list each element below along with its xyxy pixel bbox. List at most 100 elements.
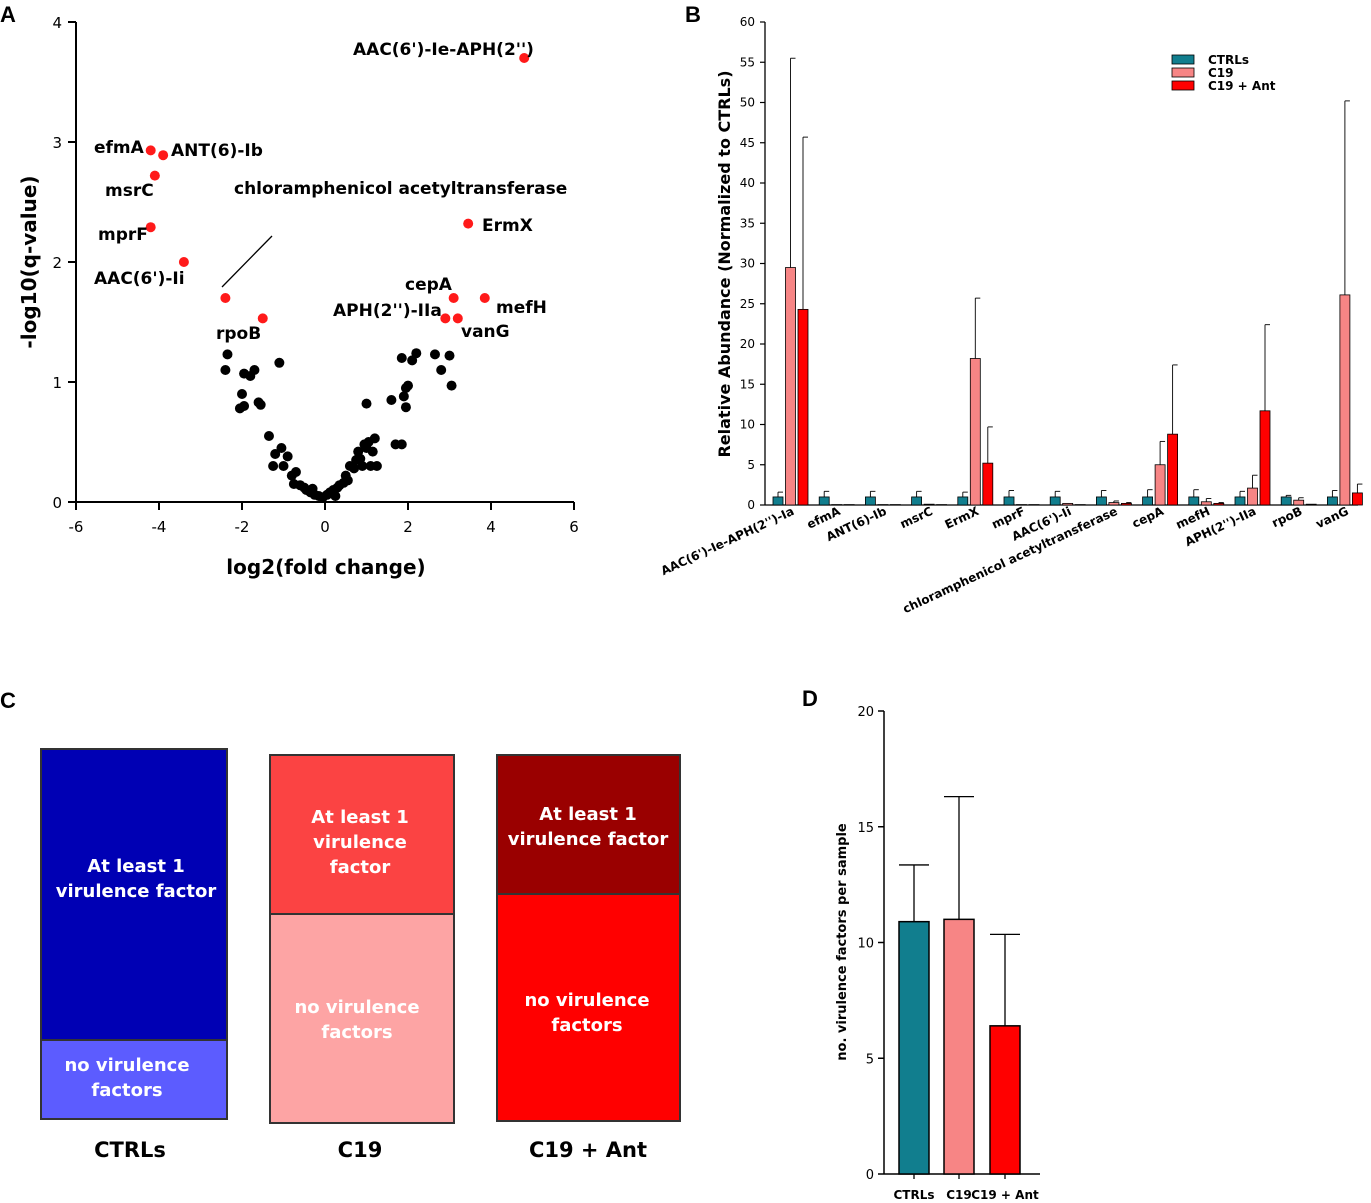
bar	[843, 504, 855, 506]
data-point	[359, 439, 370, 450]
gene-label: chloramphenicol acetyltransferase	[234, 179, 567, 199]
bar	[1049, 496, 1061, 506]
x-tick-label: C19 + Ant	[971, 1188, 1039, 1202]
significant-point	[463, 218, 474, 229]
data-point	[403, 380, 413, 391]
data-point	[342, 475, 353, 486]
abundance-y-label: Relative Abundance (Normalized to CTRLs)	[715, 70, 734, 457]
bar	[898, 920, 930, 1175]
significant-point	[448, 293, 459, 303]
bar	[923, 503, 935, 506]
bar	[797, 308, 809, 506]
bar	[989, 1025, 1021, 1175]
segment-ctrls-none	[40, 1039, 228, 1120]
segment-label: no virulence factors	[64, 1055, 189, 1101]
panel-letter-b: B	[685, 2, 701, 27]
y-tick-label: 0	[52, 494, 62, 512]
x-tick-label: cepA	[1130, 504, 1167, 531]
data-point	[386, 395, 397, 405]
significant-point	[519, 53, 530, 63]
legend-swatch-c19-ant	[1171, 80, 1195, 91]
bar	[865, 496, 876, 506]
group-label: CTRLs	[94, 1138, 166, 1162]
gene-label: AAC(6')-Ii	[94, 269, 185, 289]
x-tick-label: AAC(6')-Ie-APH(2'')-Ia	[659, 504, 797, 578]
panel-letter-c: C	[0, 688, 16, 713]
significant-point	[145, 145, 156, 156]
y-tick-label: 25	[740, 297, 755, 311]
bar	[772, 496, 784, 506]
bar	[969, 358, 981, 506]
y-tick-label: 5	[747, 458, 755, 472]
bar	[890, 504, 901, 506]
y-tick-label: 4	[52, 14, 62, 32]
segment-ant-none	[496, 893, 681, 1122]
bar	[1280, 496, 1292, 506]
data-point	[270, 449, 281, 459]
bar	[1028, 504, 1040, 506]
gene-label: cepA	[405, 275, 453, 295]
leader-line	[221, 235, 273, 288]
bar	[1188, 496, 1200, 506]
segment-label: At least 1 virulence factor	[311, 807, 408, 878]
data-point	[274, 357, 285, 368]
data-point	[398, 391, 409, 402]
bar	[1293, 499, 1305, 506]
bar	[936, 504, 947, 506]
bar	[1339, 294, 1351, 506]
segment-label: At least 1 virulence factor	[508, 804, 669, 850]
data-point	[278, 461, 289, 471]
volcano-y-label: -log10(q-value)	[17, 175, 41, 348]
count-y-label: no. virulence factors per sample	[835, 823, 850, 1061]
bar	[1154, 464, 1166, 506]
data-point	[268, 461, 279, 471]
bar	[1213, 502, 1225, 506]
x-tick-label: 4	[486, 518, 496, 536]
data-point	[282, 451, 293, 462]
significant-point	[440, 313, 451, 324]
y-tick-label: 0	[866, 1168, 874, 1183]
volcano-plot: -6 -4 -2 0 2 4 6 0 1 2 3 4 AAC(6')-Ie-APH(2'') efmA…	[17, 14, 579, 579]
segment-label: no virulence factors	[294, 997, 419, 1043]
data-point	[222, 349, 233, 360]
y-tick-label: 10	[857, 937, 874, 952]
legend-swatch-ctrls	[1171, 54, 1195, 65]
x-tick-label: vanG	[1314, 504, 1351, 531]
bar	[1096, 496, 1107, 506]
data-point	[220, 365, 231, 375]
x-tick-label: -6	[69, 518, 84, 536]
panel-letter-a: A	[0, 2, 16, 27]
y-tick-label: 3	[52, 134, 62, 152]
y-tick-label: 0	[747, 498, 755, 512]
bar	[982, 462, 994, 506]
significant-point	[178, 257, 189, 267]
group-label: C19	[338, 1138, 383, 1162]
data-point	[245, 371, 256, 381]
bar	[877, 504, 889, 506]
bar	[1327, 496, 1338, 506]
bar	[1167, 433, 1178, 506]
gene-label: vanG	[461, 322, 510, 342]
gene-label: msrC	[105, 181, 154, 201]
data-point	[357, 461, 368, 471]
bar	[1121, 502, 1132, 506]
data-point	[444, 350, 455, 361]
bar	[1016, 504, 1027, 506]
bar	[1142, 496, 1153, 506]
abundance-bar-chart: 0 5 10 15 20 25 30 35 40 45 50 55 60 AAC(6')-Ie-APH(…	[659, 15, 1363, 616]
volcano-x-label: log2(fold change)	[226, 555, 425, 579]
y-tick-label: 40	[740, 176, 755, 190]
significant-point	[145, 222, 156, 233]
bar	[831, 504, 843, 506]
bar	[1074, 504, 1086, 506]
x-tick-label: C19	[946, 1188, 972, 1202]
y-tick-label: 55	[740, 55, 755, 69]
gene-label: mefH	[496, 298, 547, 318]
x-tick-label: -2	[235, 518, 250, 536]
x-tick-label: -4	[152, 518, 167, 536]
y-tick-label: 30	[740, 257, 755, 271]
data-point	[446, 380, 457, 391]
x-tick-label: ErmX	[943, 504, 982, 532]
segment-c19-none	[269, 913, 455, 1124]
